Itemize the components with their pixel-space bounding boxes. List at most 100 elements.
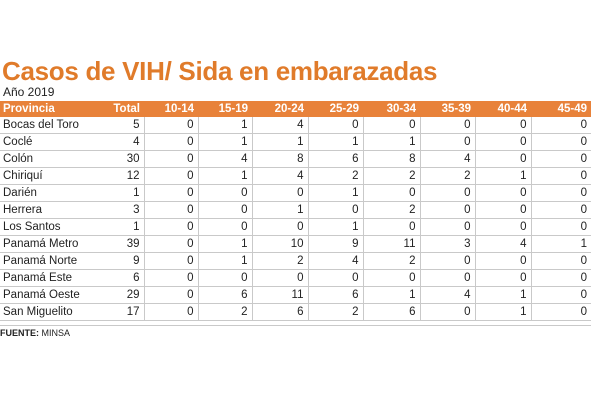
age-group-cell: 1 <box>475 167 532 185</box>
age-group-cell: 1 <box>363 286 421 304</box>
age-group-cell: 6 <box>363 303 421 321</box>
province-cell: Darién <box>0 184 96 202</box>
age-group-cell: 2 <box>308 167 364 185</box>
age-group-cell: 4 <box>420 286 476 304</box>
column-header-age: 15-19 <box>218 103 248 115</box>
age-group-cell: 0 <box>420 252 476 270</box>
age-group-cell: 0 <box>308 201 364 219</box>
age-group-cell: 9 <box>308 235 364 253</box>
province-cell: Herrera <box>0 201 96 219</box>
table-row: Panamá Norte 9 0 1 2 4 2 0 0 0 <box>0 252 591 270</box>
age-group-cell: 0 <box>144 218 199 236</box>
total-cell: 39 <box>96 235 145 253</box>
age-group-cell: 0 <box>308 269 364 287</box>
age-group-cell: 0 <box>252 269 309 287</box>
age-group-cell: 0 <box>531 117 591 134</box>
total-cell: 30 <box>96 150 145 168</box>
age-group-cell: 4 <box>308 252 364 270</box>
age-group-cell: 2 <box>198 303 253 321</box>
age-group-cell: 0 <box>531 303 591 321</box>
age-group-cell: 11 <box>363 235 421 253</box>
age-group-cell: 0 <box>531 286 591 304</box>
age-group-cell: 3 <box>420 235 476 253</box>
age-group-cell: 0 <box>198 184 253 202</box>
table-row: Herrera 3 0 0 1 0 2 0 0 0 <box>0 201 591 219</box>
age-group-cell: 8 <box>252 150 309 168</box>
table-row: Panamá Este 6 0 0 0 0 0 0 0 0 <box>0 269 591 287</box>
age-group-cell: 4 <box>198 150 253 168</box>
source-label: FUENTE: <box>0 328 39 338</box>
age-group-cell: 4 <box>420 150 476 168</box>
age-group-cell: 0 <box>144 167 199 185</box>
age-group-cell: 0 <box>531 133 591 151</box>
age-group-cell: 0 <box>531 218 591 236</box>
column-header-age: 30-34 <box>386 103 416 115</box>
age-group-cell: 0 <box>144 133 199 151</box>
total-cell: 4 <box>96 133 145 151</box>
age-group-cell: 0 <box>475 117 532 134</box>
age-group-cell: 0 <box>531 269 591 287</box>
age-group-cell: 10 <box>252 235 309 253</box>
age-group-cell: 0 <box>198 269 253 287</box>
age-group-cell: 0 <box>363 269 421 287</box>
province-cell: Colón <box>0 150 96 168</box>
column-header-age: 35-39 <box>441 103 471 115</box>
total-cell: 3 <box>96 201 145 219</box>
total-cell: 17 <box>96 303 145 321</box>
column-header-age: 20-24 <box>274 103 304 115</box>
age-group-cell: 0 <box>308 117 364 134</box>
province-cell: Panamá Metro <box>0 235 96 253</box>
total-cell: 1 <box>96 184 145 202</box>
total-cell: 9 <box>96 252 145 270</box>
column-header-total: Total <box>113 103 140 115</box>
age-group-cell: 0 <box>475 201 532 219</box>
age-group-cell: 0 <box>363 218 421 236</box>
age-group-cell: 1 <box>363 133 421 151</box>
age-group-cell: 0 <box>252 184 309 202</box>
age-group-cell: 0 <box>420 184 476 202</box>
age-group-cell: 0 <box>363 117 421 134</box>
age-group-cell: 0 <box>420 218 476 236</box>
age-group-cell: 1 <box>475 303 532 321</box>
age-group-cell: 0 <box>475 150 532 168</box>
province-cell: Chiriquí <box>0 167 96 185</box>
age-group-cell: 1 <box>252 201 309 219</box>
age-group-cell: 0 <box>420 269 476 287</box>
age-group-cell: 0 <box>144 303 199 321</box>
province-cell: Panamá Oeste <box>0 286 96 304</box>
table-row: Panamá Oeste 29 0 6 11 6 1 4 1 0 <box>0 286 591 304</box>
age-group-cell: 0 <box>198 218 253 236</box>
age-group-cell: 2 <box>363 252 421 270</box>
table-subtitle: Año 2019 <box>3 85 55 99</box>
table-row: Los Santos 1 0 0 0 1 0 0 0 0 <box>0 218 591 236</box>
header-row: Provincia Total 10-14 15-19 20-24 25-29 … <box>0 101 591 117</box>
age-group-cell: 0 <box>475 252 532 270</box>
total-cell: 1 <box>96 218 145 236</box>
age-group-cell: 1 <box>198 133 253 151</box>
total-cell: 6 <box>96 269 145 287</box>
province-cell: Panamá Norte <box>0 252 96 270</box>
age-group-cell: 6 <box>308 150 364 168</box>
footer-divider <box>0 325 591 326</box>
source-note: FUENTE: MINSA <box>0 328 70 338</box>
age-group-cell: 0 <box>144 117 199 134</box>
age-group-cell: 0 <box>144 269 199 287</box>
total-cell: 29 <box>96 286 145 304</box>
age-group-cell: 0 <box>144 201 199 219</box>
age-group-cell: 1 <box>475 286 532 304</box>
age-group-cell: 0 <box>363 184 421 202</box>
age-group-cell: 2 <box>420 167 476 185</box>
age-group-cell: 0 <box>531 184 591 202</box>
table-row: Bocas del Toro 5 0 1 4 0 0 0 0 0 <box>0 117 591 134</box>
hiv-cases-table: Provincia Total 10-14 15-19 20-24 25-29 … <box>0 101 591 321</box>
column-header-age: 10-14 <box>164 103 194 115</box>
age-group-cell: 2 <box>363 167 421 185</box>
age-group-cell: 0 <box>531 150 591 168</box>
age-group-cell: 0 <box>198 201 253 219</box>
age-group-cell: 11 <box>252 286 309 304</box>
age-group-cell: 1 <box>308 218 364 236</box>
province-cell: Panamá Este <box>0 269 96 287</box>
age-group-cell: 4 <box>252 167 309 185</box>
province-cell: Bocas del Toro <box>0 117 96 134</box>
table-row: Darién 1 0 0 0 1 0 0 0 0 <box>0 184 591 202</box>
